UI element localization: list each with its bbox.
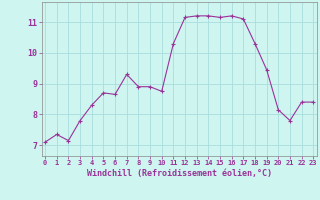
X-axis label: Windchill (Refroidissement éolien,°C): Windchill (Refroidissement éolien,°C) xyxy=(87,169,272,178)
